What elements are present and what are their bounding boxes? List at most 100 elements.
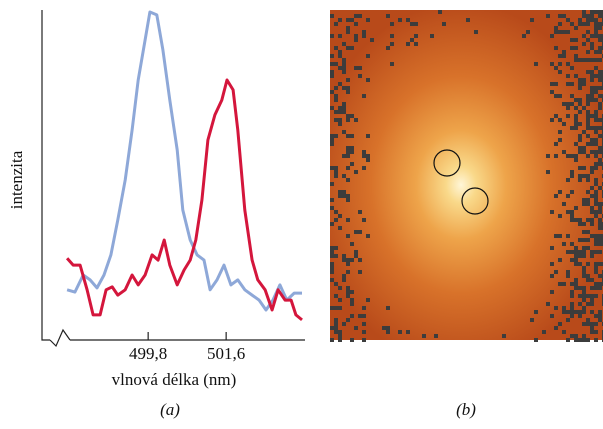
noise-pixel bbox=[550, 246, 554, 250]
noise-pixel bbox=[582, 82, 586, 86]
noise-pixel bbox=[574, 74, 578, 78]
noise-pixel bbox=[350, 258, 354, 262]
noise-pixel bbox=[398, 330, 402, 334]
noise-pixel bbox=[598, 78, 602, 82]
noise-pixel bbox=[346, 118, 350, 122]
noise-pixel bbox=[554, 82, 558, 86]
noise-pixel bbox=[330, 62, 334, 66]
noise-pixel bbox=[586, 262, 590, 266]
noise-pixel bbox=[558, 22, 562, 26]
noise-pixel bbox=[530, 318, 534, 322]
noise-pixel bbox=[586, 134, 590, 138]
noise-pixel bbox=[582, 42, 586, 46]
noise-pixel bbox=[342, 278, 346, 282]
noise-pixel bbox=[570, 170, 574, 174]
noise-pixel bbox=[590, 126, 594, 130]
noise-pixel bbox=[534, 62, 538, 66]
noise-pixel bbox=[334, 86, 338, 90]
noise-pixel bbox=[562, 330, 566, 334]
noise-pixel bbox=[330, 182, 334, 186]
noise-pixel bbox=[338, 334, 342, 338]
noise-pixel bbox=[354, 326, 358, 330]
noise-pixel bbox=[570, 242, 574, 246]
x-axis-label: vlnová délka (nm) bbox=[112, 370, 237, 389]
noise-pixel bbox=[570, 210, 574, 214]
noise-pixel bbox=[598, 234, 602, 238]
noise-pixel bbox=[566, 250, 570, 254]
noise-pixel bbox=[558, 190, 562, 194]
noise-pixel bbox=[342, 66, 346, 70]
noise-pixel bbox=[594, 262, 598, 266]
noise-pixel bbox=[366, 234, 370, 238]
noise-pixel bbox=[578, 178, 582, 182]
noise-pixel bbox=[598, 102, 602, 106]
noise-pixel bbox=[594, 282, 598, 286]
noise-pixel bbox=[594, 234, 598, 238]
noise-pixel bbox=[598, 318, 602, 322]
noise-pixel bbox=[362, 330, 366, 334]
noise-pixel bbox=[582, 290, 586, 294]
noise-pixel bbox=[574, 286, 578, 290]
noise-pixel bbox=[398, 18, 402, 22]
noise-pixel bbox=[594, 142, 598, 146]
noise-pixel bbox=[330, 254, 334, 258]
noise-pixel bbox=[558, 30, 562, 34]
noise-pixel bbox=[522, 34, 526, 38]
noise-pixel bbox=[594, 214, 598, 218]
noise-pixel bbox=[362, 218, 366, 222]
x-tick-label: 501,6 bbox=[207, 344, 245, 363]
noise-pixel bbox=[574, 142, 578, 146]
noise-pixel bbox=[366, 298, 370, 302]
noise-pixel bbox=[338, 122, 342, 126]
noise-pixel bbox=[586, 174, 590, 178]
noise-pixel bbox=[330, 142, 334, 146]
noise-pixel bbox=[558, 130, 562, 134]
noise-pixel bbox=[362, 322, 366, 326]
noise-pixel bbox=[594, 90, 598, 94]
noise-pixel bbox=[574, 114, 578, 118]
noise-pixel bbox=[594, 154, 598, 158]
noise-pixel bbox=[590, 42, 594, 46]
noise-pixel bbox=[338, 194, 342, 198]
noise-pixel bbox=[598, 50, 602, 54]
noise-pixel bbox=[362, 94, 366, 98]
noise-pixel bbox=[338, 118, 342, 122]
noise-pixel bbox=[594, 322, 598, 326]
noise-pixel bbox=[330, 222, 334, 226]
noise-pixel bbox=[586, 274, 590, 278]
noise-pixel bbox=[342, 154, 346, 158]
noise-pixel bbox=[586, 322, 590, 326]
noise-pixel bbox=[594, 34, 598, 38]
noise-pixel bbox=[358, 258, 362, 262]
noise-pixel bbox=[362, 150, 366, 154]
noise-pixel bbox=[590, 86, 594, 90]
noise-pixel bbox=[346, 198, 350, 202]
noise-pixel bbox=[586, 202, 590, 206]
noise-pixel bbox=[582, 174, 586, 178]
noise-pixel bbox=[594, 26, 598, 30]
noise-pixel bbox=[554, 142, 558, 146]
noise-pixel bbox=[566, 270, 570, 274]
noise-pixel bbox=[578, 238, 582, 242]
noise-pixel bbox=[586, 122, 590, 126]
noise-pixel bbox=[590, 322, 594, 326]
noise-pixel bbox=[586, 338, 590, 342]
noise-pixel bbox=[590, 94, 594, 98]
noise-pixel bbox=[342, 254, 346, 258]
noise-pixel bbox=[338, 330, 342, 334]
noise-pixel bbox=[578, 58, 582, 62]
noise-pixel bbox=[578, 250, 582, 254]
noise-pixel bbox=[594, 110, 598, 114]
noise-pixel bbox=[338, 338, 342, 342]
noise-pixel bbox=[590, 138, 594, 142]
noise-pixel bbox=[594, 238, 598, 242]
noise-pixel bbox=[590, 58, 594, 62]
noise-pixel bbox=[594, 126, 598, 130]
noise-pixel bbox=[598, 218, 602, 222]
noise-pixel bbox=[406, 42, 410, 46]
noise-pixel bbox=[562, 50, 566, 54]
noise-pixel bbox=[350, 114, 354, 118]
noise-pixel bbox=[346, 146, 350, 150]
noise-pixel bbox=[574, 38, 578, 42]
noise-pixel bbox=[558, 94, 562, 98]
